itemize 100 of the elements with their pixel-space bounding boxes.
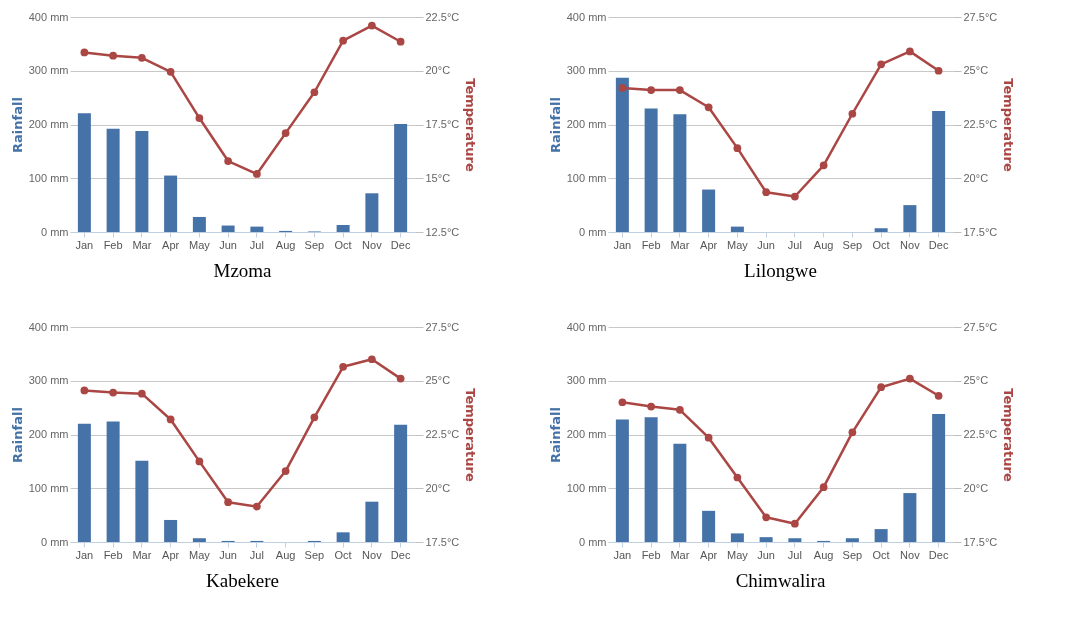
x-tick-label: Jun <box>757 548 775 561</box>
y-tick-label: 200 mm <box>28 118 69 130</box>
y-tick-label: 100 mm <box>566 171 607 184</box>
x-tick-label: Aug <box>275 548 296 561</box>
point <box>848 428 857 437</box>
bar <box>106 128 120 232</box>
y2-tick-label: 22.5°C <box>963 428 998 440</box>
y-tick-label: 300 mm <box>566 374 607 387</box>
x-tick-label: Feb <box>641 548 661 561</box>
point <box>368 21 376 30</box>
y-tick-label: 300 mm <box>566 64 607 77</box>
bar <box>615 77 629 232</box>
bar <box>164 175 178 232</box>
point <box>877 60 885 69</box>
bar <box>845 538 859 542</box>
y-axis-title: Rainfall <box>547 97 563 153</box>
point <box>195 114 204 122</box>
x-tick-label: Feb <box>641 238 661 251</box>
y2-tick-label: 17.5°C <box>425 535 460 548</box>
y2-tick-label: 20°C <box>425 481 451 494</box>
bar <box>759 537 773 542</box>
point <box>310 88 319 97</box>
bar <box>903 493 917 542</box>
x-tick-label: Apr <box>700 238 718 251</box>
y2-tick-label: 20°C <box>963 481 989 494</box>
y2-tick-label: 15°C <box>425 171 451 184</box>
point <box>339 36 347 45</box>
y-tick-label: 200 mm <box>566 118 607 130</box>
point <box>138 53 146 62</box>
bar <box>730 533 744 542</box>
y-tick-label: 100 mm <box>28 481 69 494</box>
point <box>166 67 175 76</box>
bar <box>874 529 888 542</box>
point <box>618 84 627 92</box>
point <box>906 374 914 383</box>
point <box>195 457 204 466</box>
x-tick-label: May <box>188 238 211 251</box>
bar <box>164 519 178 542</box>
bar <box>135 460 149 542</box>
y-tick-label: 0 mm <box>41 535 69 548</box>
x-tick-label: Sep <box>304 548 325 561</box>
x-tick-label: Jan <box>75 238 94 251</box>
x-tick-label: Nov <box>362 548 383 561</box>
x-tick-label: Jun <box>219 238 237 251</box>
y2-tick-label: 22.5°C <box>963 118 998 130</box>
text: Chimwalira <box>735 570 826 591</box>
point <box>762 188 770 197</box>
y-tick-label: 400 mm <box>28 10 69 23</box>
y2-tick-label: 20°C <box>963 171 989 184</box>
x-tick-label: Mar <box>132 548 152 561</box>
y-tick-label: 200 mm <box>28 428 69 440</box>
x-tick-label: Nov <box>900 238 921 251</box>
point <box>109 51 117 60</box>
bar <box>77 113 91 232</box>
y2-tick-label: 22.5°C <box>425 428 460 440</box>
x-tick-label: Mar <box>132 238 152 251</box>
y-tick-label: 0 mm <box>579 535 607 548</box>
x-tick-label: Nov <box>900 548 921 561</box>
x-tick-label: Dec <box>928 238 949 251</box>
point <box>704 433 713 442</box>
x-tick-label: Feb <box>103 238 123 251</box>
bar <box>874 228 888 232</box>
point <box>791 519 799 528</box>
x-tick-label: Jul <box>787 238 802 251</box>
y-tick-label: 300 mm <box>28 64 69 77</box>
x-tick-label: May <box>726 548 749 561</box>
y-axis-title: Rainfall <box>9 97 25 153</box>
point <box>618 398 627 407</box>
point <box>396 374 405 383</box>
point <box>906 47 914 56</box>
y-tick-label: 0 mm <box>579 225 607 238</box>
x-tick-label: Apr <box>700 548 718 561</box>
bar <box>702 189 716 232</box>
x-tick-label: Aug <box>813 548 834 561</box>
point <box>224 498 232 507</box>
point <box>138 389 146 398</box>
y2-tick-label: 17.5°C <box>425 118 460 130</box>
y2-tick-label: 12.5°C <box>425 225 460 238</box>
bar <box>788 538 802 542</box>
x-tick-label: Nov <box>362 238 383 251</box>
y-tick-label: 400 mm <box>28 320 69 333</box>
x-tick-label: Oct <box>872 548 890 561</box>
x-tick-label: Jul <box>787 548 802 561</box>
x-tick-label: Jan <box>613 238 632 251</box>
x-tick-label: Aug <box>275 238 296 251</box>
point <box>224 157 232 165</box>
bar <box>644 108 658 232</box>
point <box>733 473 742 482</box>
y-axis-title: Rainfall <box>9 407 25 463</box>
point <box>80 48 89 57</box>
bar <box>106 421 120 542</box>
bar <box>135 130 149 232</box>
y-tick-label: 0 mm <box>41 225 69 238</box>
x-tick-label: Oct <box>334 238 352 251</box>
x-tick-label: Jan <box>613 548 632 561</box>
bar <box>673 443 687 542</box>
x-tick-label: Dec <box>928 548 949 561</box>
x-tick-label: Jun <box>757 238 775 251</box>
y2-tick-label: 27.5°C <box>425 320 460 333</box>
x-tick-label: Sep <box>842 238 863 251</box>
